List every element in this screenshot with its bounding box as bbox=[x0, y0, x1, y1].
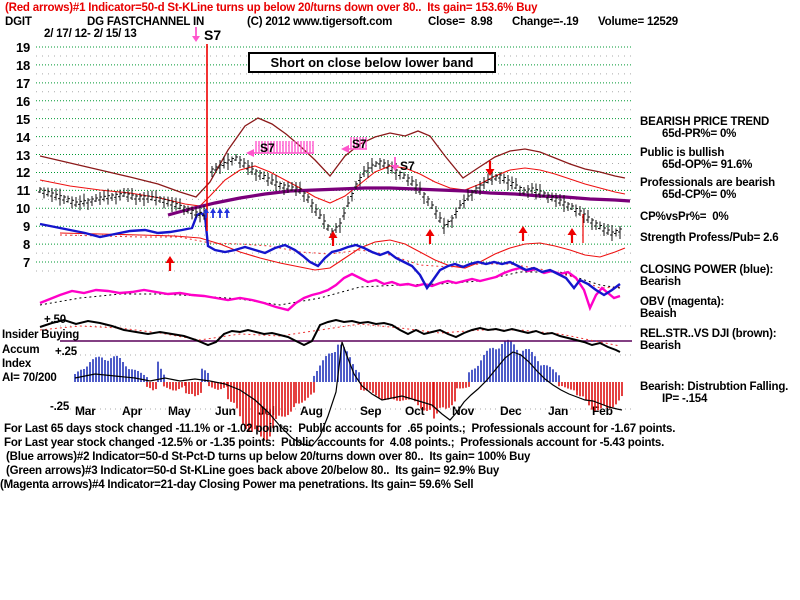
analysis-text-line: 65d-PR%= 0% bbox=[662, 128, 737, 140]
analysis-text-line: REL.STR..VS DJI (brown): bbox=[640, 328, 777, 340]
blue-up-arrow-icon bbox=[210, 208, 216, 213]
analysis-text-line: CP%vsPr%= 0% bbox=[640, 211, 729, 223]
s7-short-label: S7 bbox=[352, 137, 367, 151]
s7-short-label: S7 bbox=[400, 159, 415, 173]
red-up-arrow-icon bbox=[518, 226, 528, 233]
signal-summary-line: For Last year stock changed -12.5% or -1… bbox=[4, 437, 665, 449]
indicator-scale-label: AI= 70/200 bbox=[2, 372, 57, 384]
date-range: 2/ 17/ 12- 2/ 15/ 13 bbox=[44, 28, 137, 40]
price-tick-label: 16 bbox=[15, 93, 30, 109]
analysis-text-line: Bearish bbox=[640, 276, 681, 288]
analysis-text-line: OBV (magenta): bbox=[640, 296, 725, 308]
cp-ma-dotted bbox=[59, 234, 621, 289]
month-label: Oct bbox=[405, 404, 425, 418]
analysis-text-line: BEARISH PRICE TREND bbox=[640, 116, 770, 128]
indicator-scale-label: Accum bbox=[2, 344, 40, 356]
price-tick-label: 13 bbox=[15, 147, 30, 163]
price-tick-label: 15 bbox=[15, 111, 30, 127]
month-label: May bbox=[168, 404, 191, 418]
price-tick-label: 14 bbox=[15, 129, 30, 145]
s7-short-label: S7 bbox=[260, 141, 275, 155]
red-band-lower bbox=[59, 232, 626, 271]
magenta-down-arrow-icon bbox=[391, 165, 399, 171]
red-band-upper bbox=[39, 165, 626, 207]
month-label: Mar bbox=[75, 404, 96, 418]
company-name: DG FASTCHANNEL IN bbox=[87, 16, 205, 28]
analysis-text-line: 65d-OP%= 91.6% bbox=[662, 159, 753, 171]
signal-summary-line: For Last 65 days stock changed -11.1% or… bbox=[4, 423, 676, 435]
magenta-hatch-arrowhead bbox=[341, 145, 349, 153]
ticker-symbol: DGIT bbox=[5, 16, 32, 28]
analysis-text-line: IP= -.154 bbox=[662, 393, 708, 405]
month-label: Nov bbox=[452, 404, 475, 418]
volume-value: Volume= 12529 bbox=[598, 16, 678, 28]
analysis-text-line: Bearish: Distrubtion Falling. bbox=[640, 381, 789, 393]
price-tick-label: 11 bbox=[16, 183, 31, 199]
indicator-scale-label: +.50 bbox=[44, 314, 66, 326]
magenta-down-arrow-icon bbox=[192, 36, 200, 42]
blue-up-arrow-icon bbox=[217, 208, 223, 213]
month-label: Jul bbox=[258, 404, 275, 418]
obv-ma-dotted bbox=[39, 271, 621, 306]
price-tick-label: 12 bbox=[15, 165, 30, 181]
analysis-text-line: Public is bullish bbox=[640, 147, 725, 159]
signal-summary-line: (Magenta arrows)#4 Indicator=21-day Clos… bbox=[0, 479, 474, 491]
price-tick-label: 7 bbox=[22, 255, 30, 271]
signal-summary-line: (Green arrows)#3 Indicator=50-d St-KLine… bbox=[6, 465, 500, 477]
close-value: Close= 8.98 bbox=[428, 16, 493, 28]
red-up-arrow-icon bbox=[567, 228, 577, 235]
blue-up-arrow-icon bbox=[203, 208, 209, 213]
red-up-arrow-icon bbox=[165, 256, 175, 263]
blue-up-arrow-icon bbox=[224, 208, 230, 213]
signal-summary-line: (Blue arrows)#2 Indicator=50-d St-Pct-D … bbox=[6, 451, 531, 463]
indicator-scale-label: Index bbox=[2, 358, 32, 370]
price-tick-label: 17 bbox=[15, 75, 30, 91]
obv-line bbox=[39, 266, 621, 312]
purple-moving-average bbox=[167, 186, 631, 217]
price-tick-label: 8 bbox=[22, 237, 30, 253]
copyright-text: (C) 2012 www.tigersoft.com bbox=[247, 16, 393, 28]
analysis-text-line: Professionals are bearish bbox=[640, 177, 775, 189]
indicator-scale-label: Insider Buying bbox=[2, 329, 80, 341]
month-label: Feb bbox=[592, 404, 613, 418]
indicator-scale-label: +.25 bbox=[55, 346, 77, 358]
month-label: Apr bbox=[122, 404, 143, 418]
month-label: Jun bbox=[215, 404, 236, 418]
rel-str-ma-dotted bbox=[39, 323, 621, 347]
closing-power-line bbox=[39, 211, 621, 297]
analysis-text-line: CLOSING POWER (blue): bbox=[640, 264, 774, 276]
upper-band-brown bbox=[39, 117, 626, 198]
change-value: Change=-.19 bbox=[512, 16, 579, 28]
indicator-scale-label: -.25 bbox=[50, 401, 70, 413]
magenta-hatch-arrowhead bbox=[246, 149, 254, 157]
price-tick-label: 10 bbox=[15, 201, 30, 217]
analysis-text-line: Bearish bbox=[640, 340, 681, 352]
month-label: Aug bbox=[300, 404, 323, 418]
price-tick-label: 9 bbox=[22, 219, 30, 235]
red-signal-header: (Red arrows)#1 Indicator=50-d St-KLine t… bbox=[5, 2, 538, 14]
relative-strength-line bbox=[39, 318, 621, 353]
analysis-text-line: 65d-CP%= 0% bbox=[662, 189, 737, 201]
month-label: Sep bbox=[360, 404, 382, 418]
month-label: Jan bbox=[548, 404, 569, 418]
red-down-arrow-icon bbox=[485, 169, 495, 176]
month-label: Dec bbox=[500, 404, 522, 418]
price-tick-label: 18 bbox=[15, 57, 30, 73]
analysis-text-line: Strength Profess/Pub= 2.6 bbox=[640, 232, 779, 244]
price-tick-label: 19 bbox=[15, 40, 30, 55]
annotation-box: Short on close below lower band bbox=[248, 52, 496, 73]
analysis-text-line: Beaish bbox=[640, 308, 677, 320]
red-up-arrow-icon bbox=[328, 231, 338, 238]
red-up-arrow-icon bbox=[425, 229, 435, 236]
s7-short-label: S7 bbox=[204, 27, 222, 43]
